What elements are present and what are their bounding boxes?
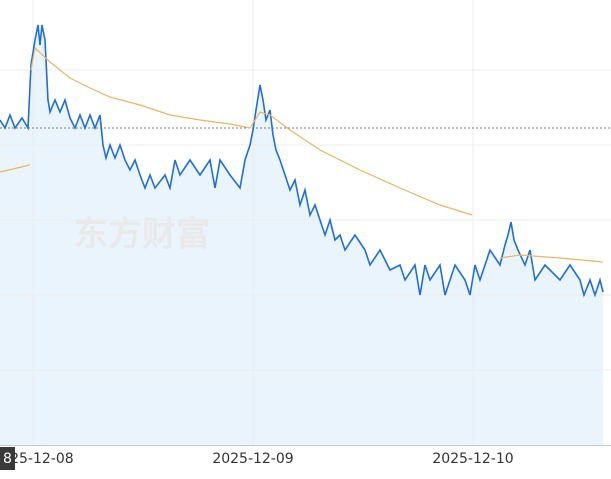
price-area xyxy=(0,25,603,445)
series-line xyxy=(30,46,473,216)
series-line xyxy=(0,164,31,173)
x-tick-label: 2025-12-10 xyxy=(432,451,513,467)
crosshair-label-box xyxy=(0,447,15,470)
x-tick-label: 2025-12-09 xyxy=(212,451,293,467)
x-tick-label: 2025-12-08 xyxy=(0,451,74,467)
crosshair-label: 8 xyxy=(3,451,12,467)
series-line xyxy=(499,254,604,263)
watermark: 东方财富 xyxy=(74,215,210,255)
